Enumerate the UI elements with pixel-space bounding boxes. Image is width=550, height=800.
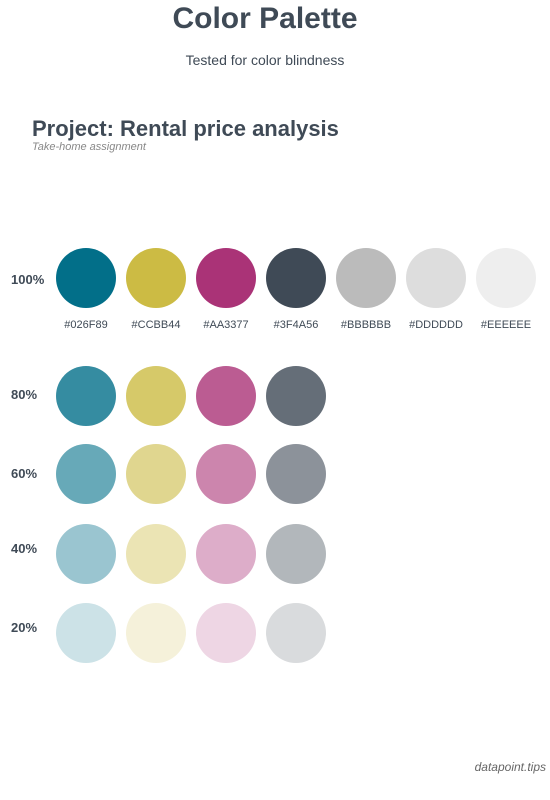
swatch-teal-100 bbox=[56, 248, 116, 308]
swatch-teal-80 bbox=[56, 366, 116, 426]
project-title: Project: Rental price analysis bbox=[32, 116, 339, 141]
swatch-magenta-20 bbox=[196, 603, 256, 663]
swatch-palegray-100 bbox=[476, 248, 536, 308]
page-subtitle: Tested for color blindness bbox=[185, 52, 345, 68]
swatch-slate-60 bbox=[266, 444, 326, 504]
hex-label: #3F4A56 bbox=[273, 319, 319, 331]
swatch-olive-40 bbox=[126, 524, 186, 584]
hex-label: #BBBBBB bbox=[340, 319, 392, 331]
swatch-teal-40 bbox=[56, 524, 116, 584]
swatch-lightgray-100 bbox=[406, 248, 466, 308]
swatch-magenta-60 bbox=[196, 444, 256, 504]
swatch-olive-20 bbox=[126, 603, 186, 663]
swatch-slate-100 bbox=[266, 248, 326, 308]
swatch-olive-80 bbox=[126, 366, 186, 426]
swatch-magenta-40 bbox=[196, 524, 256, 584]
footer-credit: datapoint.tips bbox=[474, 760, 546, 774]
swatch-slate-40 bbox=[266, 524, 326, 584]
swatch-magenta-80 bbox=[196, 366, 256, 426]
page-title: Color Palette bbox=[172, 2, 358, 35]
tint-label-100: 100% bbox=[11, 272, 45, 287]
swatch-olive-100 bbox=[126, 248, 186, 308]
tint-label-60: 60% bbox=[11, 466, 38, 481]
project-subtitle: Take-home assignment bbox=[32, 141, 146, 153]
tint-label-20: 20% bbox=[11, 620, 38, 635]
swatch-olive-60 bbox=[126, 444, 186, 504]
hex-label: #CCBB44 bbox=[131, 319, 181, 331]
swatch-slate-80 bbox=[266, 366, 326, 426]
swatch-slate-20 bbox=[266, 603, 326, 663]
hex-label: #EEEEEE bbox=[480, 319, 532, 331]
swatch-teal-60 bbox=[56, 444, 116, 504]
swatch-magenta-100 bbox=[196, 248, 256, 308]
hex-label: #AA3377 bbox=[203, 319, 249, 331]
swatch-gray-100 bbox=[336, 248, 396, 308]
tint-label-80: 80% bbox=[11, 387, 38, 402]
hex-label: #026F89 bbox=[64, 319, 108, 331]
hex-label: #DDDDDD bbox=[409, 319, 463, 331]
swatch-teal-20 bbox=[56, 603, 116, 663]
tint-label-40: 40% bbox=[11, 541, 38, 556]
